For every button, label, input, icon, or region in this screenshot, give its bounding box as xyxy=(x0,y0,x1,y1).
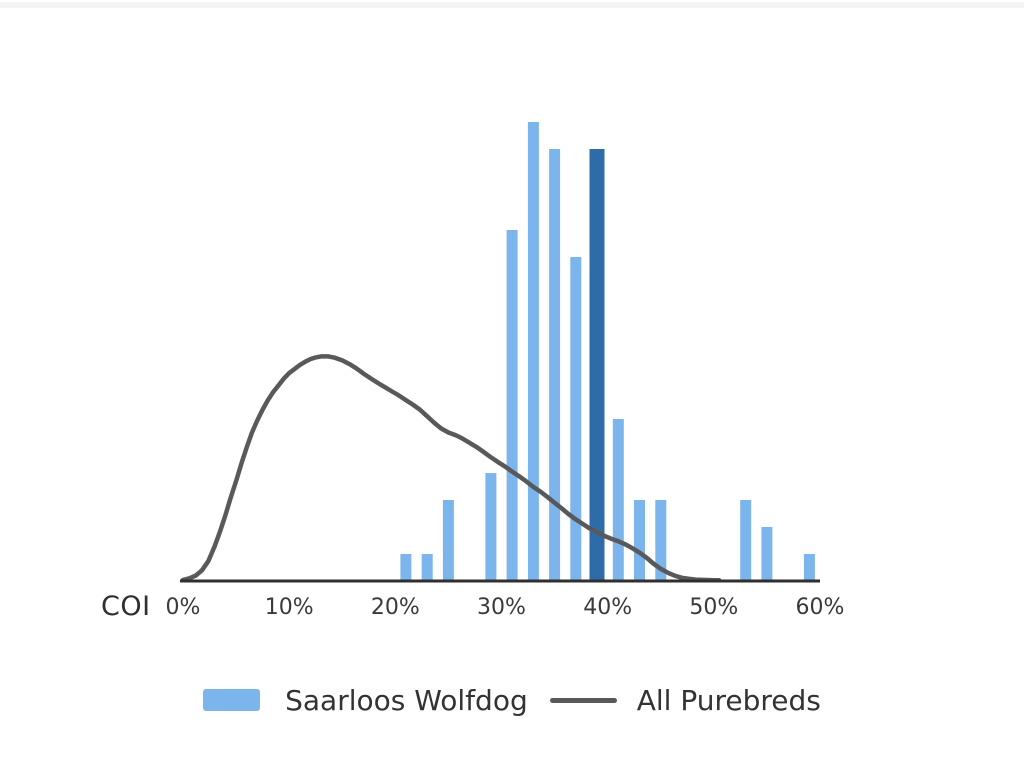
saarloos-wolfdog-swatch xyxy=(203,689,261,711)
x-tick-label-20: 20% xyxy=(370,595,420,620)
histogram-bar xyxy=(740,500,752,581)
x-axis-title: COI xyxy=(101,591,151,622)
histogram-bar xyxy=(485,473,497,581)
histogram-bar-highlighted xyxy=(589,149,605,581)
x-tick-label-40: 40% xyxy=(583,595,633,620)
all-purebreds-density-curve xyxy=(180,354,722,583)
x-tick-label-10: 10% xyxy=(264,595,314,620)
histogram-bar xyxy=(527,122,539,581)
histogram-bar xyxy=(506,230,518,581)
x-tick-label-60: 60% xyxy=(795,595,845,620)
x-tick-label-30: 30% xyxy=(477,595,526,620)
chart-legend: Saarloos Wolfdog All Purebreds xyxy=(0,680,1024,720)
histogram-bar xyxy=(634,500,645,581)
legend-label-all-purebreds: All Purebreds xyxy=(636,683,821,717)
all-purebreds-line-swatch xyxy=(549,697,617,703)
histogram-bar xyxy=(761,527,773,581)
x-tick-label-50: 50% xyxy=(689,595,739,620)
histogram-bar xyxy=(442,500,454,581)
x-tick-label-0: 0% xyxy=(165,595,201,620)
histogram-bar xyxy=(655,500,667,581)
top-divider xyxy=(0,2,1024,8)
histogram-bar xyxy=(400,554,412,581)
histogram-bar xyxy=(549,149,561,581)
histogram-bar xyxy=(421,554,433,581)
legend-label-saarloos-wolfdog: Saarloos Wolfdog xyxy=(285,683,528,717)
histogram-bar xyxy=(570,257,582,581)
histogram-bar xyxy=(612,419,624,581)
histogram-bar xyxy=(803,554,815,581)
